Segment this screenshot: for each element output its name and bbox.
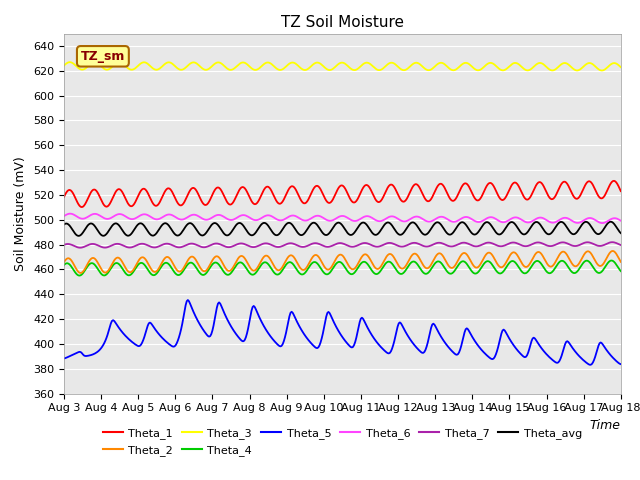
Theta_6	[393, 215, 401, 221]
Theta_7	[605, 240, 612, 246]
Theta_7	[393, 242, 401, 248]
Theta_2	[617, 259, 625, 265]
Theta_2	[362, 252, 370, 257]
Theta_avg	[518, 230, 525, 236]
Theta_4	[60, 262, 68, 268]
Theta_3	[617, 64, 625, 70]
Theta_2	[609, 248, 617, 254]
Theta_avg	[326, 230, 333, 236]
Line: Theta_3: Theta_3	[64, 62, 621, 71]
Theta_1	[518, 189, 525, 195]
Theta_avg	[393, 229, 401, 235]
Theta_4	[326, 270, 333, 276]
Theta_5	[60, 356, 68, 361]
Theta_2	[393, 259, 401, 265]
Theta_6	[617, 218, 625, 224]
Line: Theta_4: Theta_4	[64, 261, 621, 276]
Theta_6	[60, 213, 68, 219]
Theta_6	[329, 217, 337, 223]
Theta_5	[617, 361, 625, 367]
Theta_1	[393, 189, 401, 194]
Theta_1	[329, 196, 337, 202]
Theta_6	[326, 218, 333, 224]
Theta_2	[326, 266, 333, 272]
Theta_3	[362, 60, 370, 66]
Theta_4	[393, 267, 401, 273]
Theta_7	[608, 240, 616, 245]
Theta_1	[617, 188, 625, 194]
Line: Theta_1: Theta_1	[64, 181, 621, 207]
Theta_1	[605, 185, 612, 191]
Text: TZ_sm: TZ_sm	[81, 50, 125, 63]
Theta_5	[606, 351, 614, 357]
Theta_3	[606, 62, 614, 68]
Theta_1	[326, 200, 333, 206]
Theta_2	[329, 262, 337, 267]
Theta_avg	[617, 230, 625, 236]
Title: TZ Soil Moisture: TZ Soil Moisture	[281, 15, 404, 30]
Theta_4	[605, 259, 612, 265]
Theta_5	[587, 362, 595, 368]
Theta_6	[362, 213, 370, 219]
Theta_6	[606, 217, 614, 223]
Theta_3	[60, 62, 68, 68]
Theta_6	[518, 217, 525, 223]
Theta_7	[518, 242, 525, 248]
Theta_2	[605, 252, 612, 258]
Theta_3	[518, 64, 525, 70]
Theta_4	[617, 268, 625, 274]
Theta_7	[362, 240, 370, 246]
Theta_2	[77, 270, 84, 276]
Line: Theta_6: Theta_6	[64, 214, 621, 223]
Theta_avg	[60, 222, 68, 228]
Theta_4	[76, 273, 83, 278]
Theta_avg	[605, 220, 612, 226]
Theta_7	[617, 242, 625, 248]
Theta_avg	[362, 222, 370, 228]
Theta_2	[60, 259, 68, 265]
Theta_1	[611, 178, 618, 184]
Theta_avg	[329, 225, 337, 231]
Line: Theta_7: Theta_7	[64, 242, 621, 248]
Theta_5	[184, 297, 192, 303]
Line: Theta_2: Theta_2	[64, 251, 621, 273]
Theta_5	[518, 352, 525, 358]
Theta_1	[60, 194, 68, 200]
Theta_1	[362, 182, 370, 188]
Theta_4	[329, 265, 337, 271]
Theta_6	[66, 211, 74, 216]
Theta_avg	[607, 219, 614, 225]
Theta_5	[393, 328, 401, 334]
Theta_7	[329, 242, 337, 248]
Theta_3	[598, 68, 605, 73]
Theta_7	[76, 245, 83, 251]
Theta_3	[326, 67, 333, 73]
Theta_5	[326, 310, 333, 316]
Theta_5	[362, 323, 370, 328]
Y-axis label: Soil Moisture (mV): Soil Moisture (mV)	[15, 156, 28, 271]
X-axis label: Time: Time	[590, 419, 621, 432]
Line: Theta_avg: Theta_avg	[64, 222, 621, 236]
Line: Theta_5: Theta_5	[64, 300, 621, 365]
Theta_4	[518, 268, 525, 274]
Theta_5	[329, 317, 337, 323]
Legend: Theta_1, Theta_2, Theta_3, Theta_4, Theta_5, Theta_6, Theta_7, Theta_avg: Theta_1, Theta_2, Theta_3, Theta_4, Thet…	[98, 424, 587, 460]
Theta_4	[608, 258, 616, 264]
Theta_3	[393, 62, 401, 68]
Theta_7	[60, 242, 68, 248]
Theta_4	[362, 260, 370, 266]
Theta_2	[518, 260, 525, 265]
Theta_6	[598, 220, 605, 226]
Theta_avg	[75, 233, 83, 239]
Theta_1	[78, 204, 86, 210]
Theta_7	[326, 244, 333, 250]
Theta_3	[329, 66, 337, 72]
Theta_3	[66, 60, 74, 65]
